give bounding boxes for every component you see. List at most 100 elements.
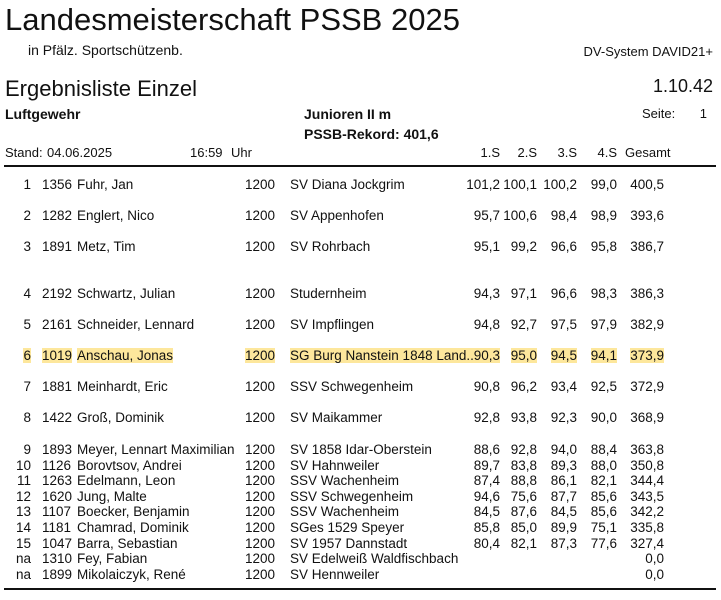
cell-total: 350,8: [630, 458, 664, 473]
cell-s2: 75,6: [510, 489, 537, 504]
cell-name: Meinhardt, Eric: [77, 379, 168, 394]
cell-s3: 87,7: [550, 489, 577, 504]
table-row: 14 1181 Chamrad, Dominik 1200 SGes 1529 Spey…: [0, 520, 721, 536]
cell-sk: 1200: [245, 239, 276, 254]
cell-name: Boecker, Benjamin: [77, 504, 190, 519]
cell-sk: 1200: [245, 286, 276, 301]
cell-s4: 85,6: [590, 489, 617, 504]
cell-rank: 7: [23, 379, 31, 394]
cell-club: SV Edelweiß Waldfischbach: [290, 551, 459, 566]
cell-sk: 1200: [245, 489, 276, 504]
cell-sk: 1200: [245, 177, 276, 192]
cell-rank: na: [15, 567, 31, 582]
cell-club: SSV Schwegenheim: [290, 489, 414, 504]
col-header-4s: 4.S: [597, 145, 617, 160]
cell-name: Englert, Nico: [77, 208, 155, 223]
col-header-3s: 3.S: [557, 145, 577, 160]
table-row: 9 1893 Meyer, Lennart Maximilian 1200 SV 185…: [0, 442, 721, 458]
cell-s4: 85,6: [590, 504, 617, 519]
cell-club: Studernheim: [290, 286, 367, 301]
cell-rank: 11: [16, 473, 31, 488]
cell-rank: 15: [15, 536, 31, 551]
table-row: 1 1356 Fuhr, Jan 1200 SV Diana Jockgrim 101,2…: [0, 177, 721, 193]
cell-s2: 99,2: [510, 239, 537, 254]
cell-s2: 88,8: [510, 473, 537, 488]
cell-total: 368,9: [630, 410, 664, 425]
cell-rank: 5: [23, 317, 31, 332]
cell-id: 1019: [42, 348, 73, 363]
cell-s3: 96,6: [550, 286, 577, 301]
cell-total: 343,5: [630, 489, 664, 504]
cell-s3: 94,0: [550, 442, 577, 457]
cell-club: SV 1858 Idar-Oberstein: [290, 442, 432, 457]
cell-id: 1899: [42, 567, 73, 582]
cell-name: Metz, Tim: [77, 239, 136, 254]
cell-total: 386,3: [630, 286, 664, 301]
cell-name: Fey, Fabian: [77, 551, 148, 566]
cell-s2: 95,0: [510, 348, 537, 363]
cell-s1: 95,1: [473, 239, 500, 254]
cell-rank: 10: [15, 458, 31, 473]
cell-s4: 90,0: [590, 410, 617, 425]
page-label: Seite:: [642, 106, 676, 121]
cell-club: SV Impflingen: [290, 317, 375, 332]
event-title: Landesmeisterschaft PSSB 2025: [5, 2, 460, 37]
cell-name: Anschau, Jonas: [77, 348, 174, 363]
event-subtitle: in Pfälz. Sportschützenb.: [28, 42, 183, 58]
cell-club: SV Hahnweiler: [290, 458, 380, 473]
cell-total: 342,2: [630, 504, 664, 519]
cell-name: Edelmann, Leon: [77, 473, 176, 488]
cell-id: 1126: [42, 458, 72, 473]
cell-s2: 83,8: [510, 458, 537, 473]
cell-id: 1891: [42, 239, 73, 254]
date: 04.06.2025: [47, 145, 113, 160]
cell-club: SSV Schwegenheim: [290, 379, 414, 394]
time: 16:59: [190, 145, 223, 160]
cell-total: 344,4: [630, 473, 664, 488]
cell-s4: 99,0: [590, 177, 617, 192]
cell-rank: 8: [23, 410, 31, 425]
list-title: Ergebnisliste Einzel: [5, 76, 197, 101]
stand-label: Stand:: [5, 145, 43, 160]
cell-club: SGes 1529 Speyer: [290, 520, 405, 535]
cell-s1: 90,3: [473, 348, 500, 363]
cell-sk: 1200: [245, 567, 276, 582]
cell-id: 1107: [42, 504, 72, 519]
cell-s1: 101,2: [466, 177, 500, 192]
discipline: Luftgewehr: [5, 106, 81, 122]
cell-s1: 84,5: [473, 504, 500, 519]
cell-club: SV Rohrbach: [290, 239, 371, 254]
cell-id: 1893: [42, 442, 73, 457]
cell-name: Meyer, Lennart Maximilian: [77, 442, 235, 457]
table-row: 10 1126 Borovtsov, Andrei 1200 SV Hahnweiler…: [0, 458, 721, 474]
cell-id: 1356: [42, 177, 73, 192]
col-header-1s: 1.S: [480, 145, 500, 160]
cell-s2: 92,7: [510, 317, 537, 332]
footer-divider: [4, 588, 716, 590]
cell-s1: 85,8: [473, 520, 500, 535]
table-row: 11 1263 Edelmann, Leon 1200 SSV Wachenheim 87…: [0, 473, 721, 489]
col-header-total: Gesamt: [625, 145, 671, 160]
cell-s3: 97,5: [550, 317, 577, 332]
cell-rank: 1: [23, 177, 31, 192]
cell-club: SV 1957 Dannstadt: [290, 536, 408, 551]
cell-rank: 14: [15, 520, 31, 535]
cell-s3: 84,5: [550, 504, 577, 519]
version: 1.10.42: [652, 76, 713, 96]
table-row: 13 1107 Boecker, Benjamin 1200 SSV Wachenhei…: [0, 504, 721, 520]
cell-s3: 89,3: [550, 458, 577, 473]
header-divider: [4, 165, 716, 167]
cell-s2: 100,1: [503, 177, 537, 192]
cell-s3: 92,3: [550, 410, 577, 425]
cell-id: 1620: [42, 489, 73, 504]
cell-s2: 85,0: [510, 520, 537, 535]
cell-rank: 6: [23, 348, 31, 363]
cell-id: 1181: [42, 520, 72, 535]
cell-name: Mikolaiczyk, René: [77, 567, 186, 582]
cell-s3: 94,5: [550, 348, 577, 363]
cell-s4: 95,8: [590, 239, 617, 254]
page-number: 1: [699, 106, 707, 121]
cell-s3: 87,3: [550, 536, 577, 551]
cell-s2: 100,6: [503, 208, 537, 223]
